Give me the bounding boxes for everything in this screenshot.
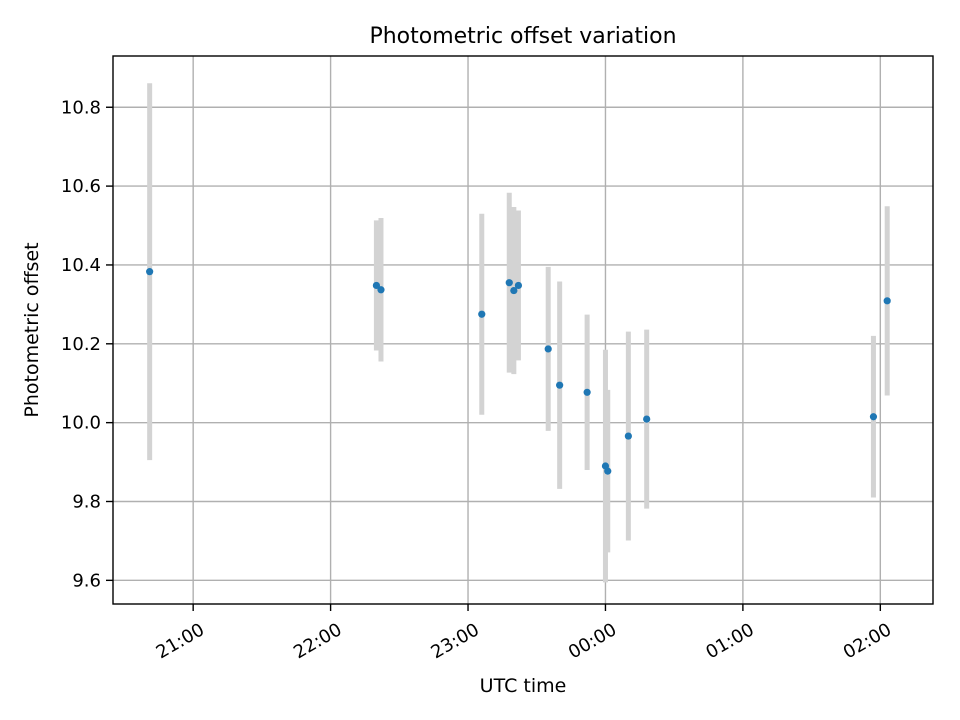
y-tick-label: 10.8 xyxy=(61,97,101,118)
data-point xyxy=(583,388,591,396)
x-axis-label: UTC time xyxy=(480,675,567,697)
y-tick-label: 10.2 xyxy=(61,334,101,355)
data-point xyxy=(372,281,381,290)
y-axis-label: Photometric offset xyxy=(21,242,43,417)
data-points xyxy=(146,268,891,475)
y-tick-label: 10.4 xyxy=(61,255,101,276)
chart-title: Photometric offset variation xyxy=(369,24,676,49)
y-axis-ticks: 9.6 9.8 10.0 10.2 10.4 10.6 10.8 xyxy=(61,97,113,591)
data-point xyxy=(377,286,385,294)
data-point xyxy=(544,345,552,353)
data-point xyxy=(514,281,523,290)
data-point xyxy=(624,432,632,440)
y-tick-label: 9.6 xyxy=(72,570,101,591)
data-point xyxy=(556,381,564,389)
data-point xyxy=(604,467,612,475)
data-point xyxy=(146,268,154,276)
data-point xyxy=(869,413,878,421)
y-tick-label: 10.0 xyxy=(61,413,101,434)
data-point xyxy=(505,279,513,287)
plot-frame xyxy=(112,55,934,605)
data-point xyxy=(883,297,891,305)
y-tick-label: 9.8 xyxy=(72,491,101,512)
data-point xyxy=(510,286,518,295)
data-point xyxy=(478,310,486,318)
data-point xyxy=(643,415,651,423)
grid xyxy=(113,56,933,604)
y-tick-label: 10.6 xyxy=(61,176,101,197)
